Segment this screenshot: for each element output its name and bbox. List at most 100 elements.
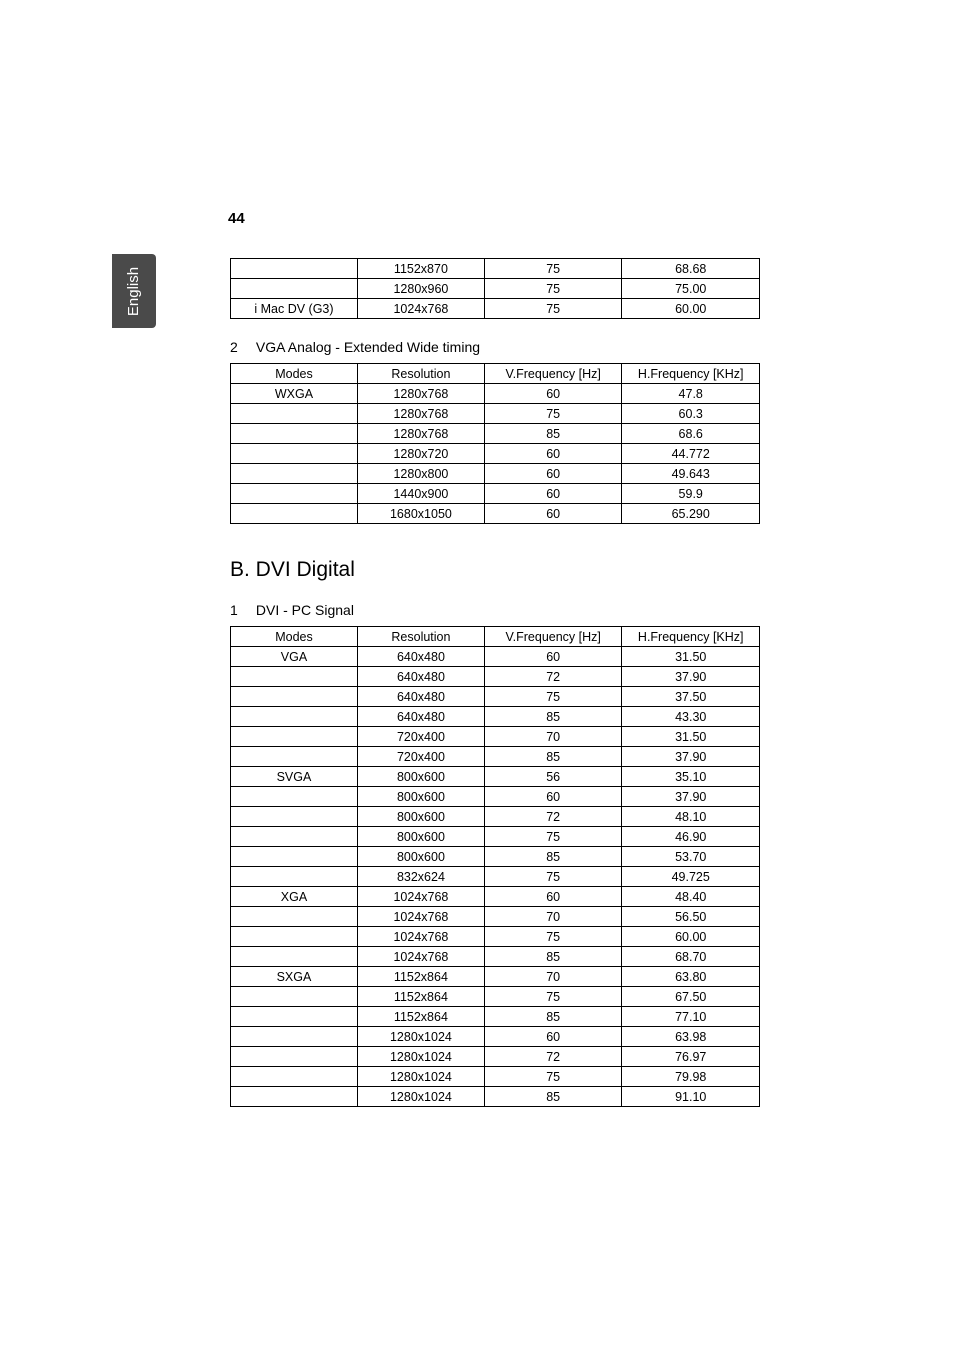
table-row: 1024x7687560.00 — [231, 927, 760, 947]
table-cell: 60.3 — [622, 404, 760, 424]
table-cell: 75 — [484, 259, 622, 279]
table-cell: 85 — [484, 1007, 622, 1027]
table-cell: 1024x768 — [357, 947, 484, 967]
table-cell — [231, 1027, 358, 1047]
table-cell — [231, 787, 358, 807]
table-cell: 832x624 — [357, 867, 484, 887]
table-row: 640x4808543.30 — [231, 707, 760, 727]
table-cell: 75 — [484, 279, 622, 299]
table-row: 800x6007248.10 — [231, 807, 760, 827]
table-row: i Mac DV (G3)1024x7687560.00 — [231, 299, 760, 319]
table-cell — [231, 907, 358, 927]
table-cell: 85 — [484, 947, 622, 967]
table-cell: 72 — [484, 807, 622, 827]
table-cell: 800x600 — [357, 767, 484, 787]
table-cell: 67.50 — [622, 987, 760, 1007]
table-cell — [231, 424, 358, 444]
table-cell: 1280x1024 — [357, 1067, 484, 1087]
table-cell: 75 — [484, 867, 622, 887]
table-cell — [231, 484, 358, 504]
table-cell: 1280x960 — [357, 279, 484, 299]
table-row: 1280x10247579.98 — [231, 1067, 760, 1087]
table-cell: 800x600 — [357, 807, 484, 827]
table-cell — [231, 1047, 358, 1067]
table-cell: 63.80 — [622, 967, 760, 987]
table-cell — [231, 404, 358, 424]
table-cell: i Mac DV (G3) — [231, 299, 358, 319]
table-cell: WXGA — [231, 384, 358, 404]
section-3-num: 1 — [230, 602, 252, 618]
table-cell — [231, 727, 358, 747]
table-cell: 60 — [484, 1027, 622, 1047]
table-cell: 60 — [484, 787, 622, 807]
table-cell: 640x480 — [357, 687, 484, 707]
page-number: 44 — [228, 210, 245, 227]
table-cell: 44.772 — [622, 444, 760, 464]
table-cell: 75.00 — [622, 279, 760, 299]
table-cell: 31.50 — [622, 647, 760, 667]
section-2-num: 2 — [230, 339, 252, 355]
table-cell: 1280x720 — [357, 444, 484, 464]
table-cell — [231, 444, 358, 464]
table-header-cell: V.Frequency [Hz] — [484, 364, 622, 384]
table-row: 1280x7687560.3 — [231, 404, 760, 424]
table-row: 640x4807237.90 — [231, 667, 760, 687]
table-cell: 70 — [484, 907, 622, 927]
table-header-row: ModesResolutionV.Frequency [Hz]H.Frequen… — [231, 627, 760, 647]
table-row: 1280x8006049.643 — [231, 464, 760, 484]
table-cell: 60 — [484, 384, 622, 404]
table-cell: 1024x768 — [357, 887, 484, 907]
language-tab-label: English — [126, 266, 143, 315]
table-cell: 1280x1024 — [357, 1027, 484, 1047]
table-cell: 1280x800 — [357, 464, 484, 484]
table-header-cell: V.Frequency [Hz] — [484, 627, 622, 647]
table-cell: 56 — [484, 767, 622, 787]
table-cell: 1280x1024 — [357, 1047, 484, 1067]
table-cell — [231, 847, 358, 867]
table-cell: 800x600 — [357, 787, 484, 807]
table-cell — [231, 947, 358, 967]
table-continuation: 1152x8707568.681280x9607575.00i Mac DV (… — [230, 258, 760, 319]
table-cell: 37.90 — [622, 747, 760, 767]
table-cell: 65.290 — [622, 504, 760, 524]
table-row: 800x6006037.90 — [231, 787, 760, 807]
table-cell: 85 — [484, 1087, 622, 1107]
section-2-title: VGA Analog - Extended Wide timing — [256, 339, 480, 355]
table-row: 1440x9006059.9 — [231, 484, 760, 504]
table-row: 800x6007546.90 — [231, 827, 760, 847]
table-cell: 1280x768 — [357, 404, 484, 424]
table-row: XGA1024x7686048.40 — [231, 887, 760, 907]
table-cell: 800x600 — [357, 847, 484, 867]
table-cell: 85 — [484, 707, 622, 727]
table-cell: 75 — [484, 1067, 622, 1087]
table-cell: 75 — [484, 827, 622, 847]
table-header-cell: H.Frequency [KHz] — [622, 627, 760, 647]
table-cell — [231, 927, 358, 947]
table-cell — [231, 464, 358, 484]
table-cell: 70 — [484, 967, 622, 987]
table-cell — [231, 827, 358, 847]
table-cell: 60 — [484, 647, 622, 667]
table-cell: 1024x768 — [357, 299, 484, 319]
table-cell — [231, 867, 358, 887]
table-cell: 53.70 — [622, 847, 760, 867]
section-2-label: 2 VGA Analog - Extended Wide timing — [230, 339, 760, 355]
table-row: 1024x7688568.70 — [231, 947, 760, 967]
table-cell — [231, 667, 358, 687]
table-cell: 720x400 — [357, 747, 484, 767]
table-header-cell: Resolution — [357, 364, 484, 384]
table-cell: 60 — [484, 887, 622, 907]
table-cell — [231, 807, 358, 827]
table-cell — [231, 687, 358, 707]
table-cell: 60.00 — [622, 299, 760, 319]
table-cell: 46.90 — [622, 827, 760, 847]
table-row: 1152x8648577.10 — [231, 1007, 760, 1027]
table-cell: 60 — [484, 444, 622, 464]
table-dvi-pc-signal: ModesResolutionV.Frequency [Hz]H.Frequen… — [230, 626, 760, 1107]
table-cell — [231, 259, 358, 279]
table-cell: 48.10 — [622, 807, 760, 827]
table-cell: 1152x864 — [357, 987, 484, 1007]
table-cell: 37.90 — [622, 787, 760, 807]
table-row: 1280x10248591.10 — [231, 1087, 760, 1107]
table-cell: 1152x864 — [357, 1007, 484, 1027]
